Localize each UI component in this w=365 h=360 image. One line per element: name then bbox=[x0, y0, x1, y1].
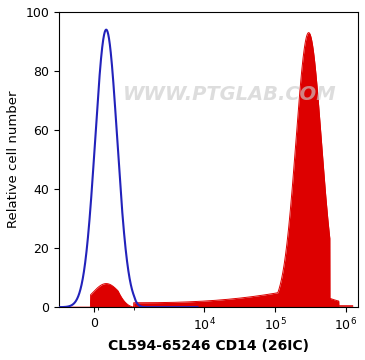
Text: WWW.PTGLAB.COM: WWW.PTGLAB.COM bbox=[123, 85, 336, 104]
X-axis label: CL594-65246 CD14 (26IC): CL594-65246 CD14 (26IC) bbox=[108, 339, 309, 353]
Y-axis label: Relative cell number: Relative cell number bbox=[7, 91, 20, 228]
